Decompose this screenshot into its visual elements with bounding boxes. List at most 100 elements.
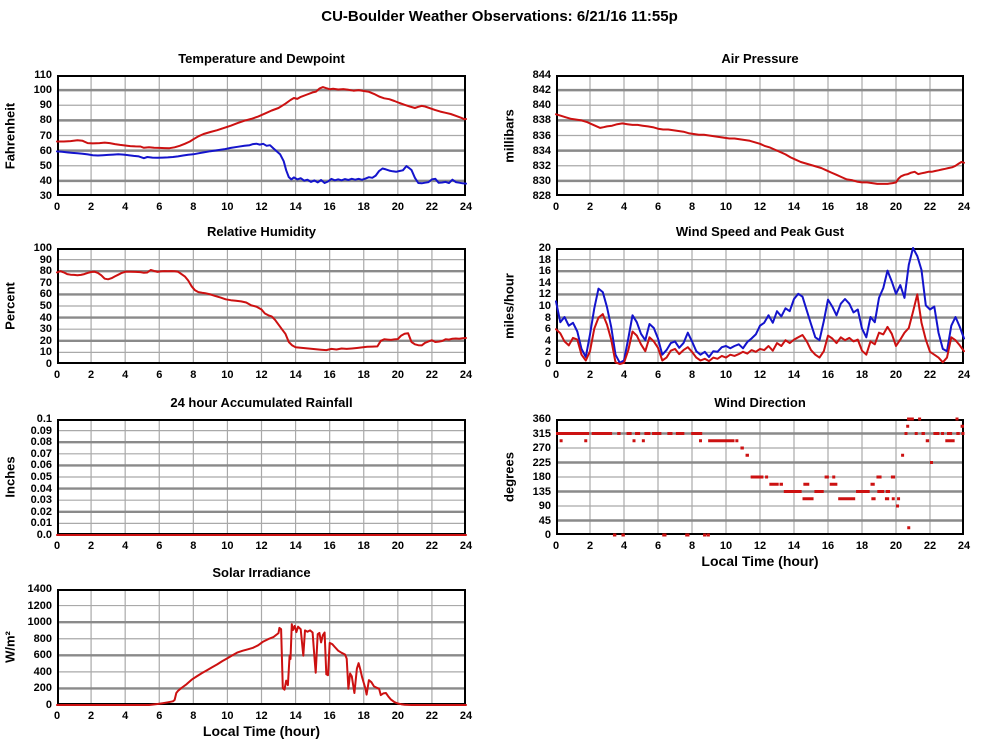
x-tick-label: 0	[552, 369, 560, 381]
y-tick-label: 0.03	[30, 494, 52, 507]
y-tick-label: 10	[538, 300, 551, 312]
x-axis-label: Local Time (hour)	[202, 723, 321, 739]
x-tick-label: 4	[620, 540, 628, 552]
plot-area	[555, 247, 965, 365]
plot-area	[56, 419, 467, 536]
x-tick-label: 6	[156, 540, 163, 552]
x-tick-label: 0	[53, 710, 61, 722]
y-tick-label: 225	[532, 456, 551, 469]
chart-title: Solar Irradiance	[212, 565, 311, 580]
x-tick-label: 14	[289, 201, 302, 213]
y-tick-label: 0.1	[36, 413, 52, 425]
series-relative-humidity	[56, 269, 467, 352]
x-tick-label: 10	[719, 201, 733, 213]
x-tick-label: 10	[221, 369, 234, 381]
x-tick-label: 22	[425, 710, 439, 722]
y-tick-label: 0.01	[30, 517, 52, 530]
x-tick-label: 20	[889, 540, 903, 552]
x-tick-label: 22	[923, 369, 937, 381]
x-tick-label: 12	[255, 710, 268, 722]
y-tick-label: 2	[544, 346, 551, 359]
x-tick-label: 14	[787, 369, 801, 381]
y-tick-label: 838	[532, 114, 551, 127]
y-tick-label: 360	[532, 413, 551, 425]
y-tick-label: 90	[39, 253, 52, 266]
x-tick-label: 24	[459, 201, 473, 213]
y-tick-label: 80	[39, 114, 52, 127]
x-tick-label: 24	[957, 201, 971, 213]
x-tick-label: 8	[190, 710, 197, 722]
x-tick-label: 20	[391, 540, 404, 552]
x-tick-label: 0	[552, 201, 560, 213]
x-tick-label: 24	[459, 710, 473, 722]
y-tick-label: 1400	[27, 583, 52, 595]
y-tick-label: 0	[45, 358, 52, 370]
y-tick-label: 16	[538, 265, 551, 278]
x-tick-label: 8	[190, 540, 197, 552]
x-tick-label: 8	[190, 201, 197, 213]
series-wind-speed	[555, 293, 965, 365]
y-tick-label: 828	[532, 190, 551, 202]
x-tick-label: 12	[255, 540, 268, 552]
x-tick-label: 2	[586, 201, 594, 213]
series-air-pressure	[555, 113, 965, 185]
chart-accumulated-rainfall: 24 hour Accumulated Rainfall Inches 0.0 0.0…	[3, 395, 473, 552]
chart-solar-irradiance: Solar Irradiance W/m² Local Time (hour) 0 20…	[3, 565, 473, 739]
plot-area	[556, 417, 965, 537]
chart-title: Temperature and Dewpoint	[178, 51, 345, 66]
y-tick-label: 180	[532, 471, 551, 483]
y-tick-label: 0.06	[30, 459, 52, 472]
y-tick-label: 830	[532, 174, 551, 187]
y-tick-label: 200	[33, 682, 52, 695]
x-tick-label: 12	[753, 540, 767, 552]
x-tick-label: 22	[425, 540, 439, 552]
y-tick-label: 270	[532, 442, 551, 454]
plot-area	[555, 75, 965, 196]
x-tick-label: 18	[855, 369, 869, 381]
y-tick-label: 100	[33, 84, 52, 97]
x-tick-label: 10	[221, 540, 234, 552]
y-tick-label: 315	[532, 427, 551, 440]
x-tick-label: 10	[719, 540, 733, 552]
x-tick-label: 22	[923, 201, 937, 213]
x-tick-label: 20	[391, 710, 404, 722]
x-tick-label: 18	[357, 540, 370, 552]
y-tick-label: 0.02	[30, 505, 52, 518]
y-tick-label: 840	[532, 99, 551, 112]
y-tick-label: 50	[39, 300, 52, 312]
y-tick-label: 80	[39, 265, 52, 278]
x-tick-label: 8	[688, 201, 696, 213]
chart-temperature-dewpoint: Temperature and Dewpoint Fahrenheit 30 40 50…	[3, 51, 473, 213]
chart-air-pressure: Air Pressure millibars 828 830 832 834 836 838 8…	[502, 51, 971, 213]
x-tick-label: 16	[323, 540, 336, 552]
x-tick-label: 12	[255, 369, 268, 381]
x-tick-label: 18	[357, 369, 370, 381]
x-tick-label: 6	[654, 201, 662, 213]
y-tick-label: 600	[33, 649, 52, 662]
y-tick-label: 90	[538, 500, 551, 512]
x-tick-label: 4	[122, 369, 129, 381]
y-tick-label: 30	[39, 323, 52, 336]
y-tick-label: 6	[544, 323, 551, 336]
x-tick-label: 18	[357, 201, 370, 213]
x-tick-label: 10	[719, 369, 733, 381]
x-tick-label: 22	[425, 201, 439, 213]
y-tick-label: 20	[538, 242, 551, 254]
x-tick-label: 16	[821, 369, 835, 381]
x-tick-label: 6	[654, 369, 662, 381]
x-tick-label: 24	[957, 540, 971, 552]
page-title: CU-Boulder Weather Observations: 6/21/16…	[321, 8, 678, 25]
x-tick-label: 24	[957, 369, 971, 381]
x-tick-label: 18	[357, 710, 370, 722]
chart-title: Wind Direction	[714, 395, 806, 410]
x-tick-label: 12	[753, 369, 767, 381]
x-tick-label: 16	[821, 201, 835, 213]
y-tick-label: 4	[544, 334, 551, 347]
y-tick-label: 844	[532, 69, 551, 81]
x-tick-label: 4	[122, 201, 129, 213]
x-tick-label: 16	[323, 369, 336, 381]
chart-title: Air Pressure	[721, 51, 799, 66]
x-tick-label: 2	[88, 710, 95, 722]
chart-wind-speed-gust: Wind Speed and Peak Gust miles/hour 0 2 4 6 8 1…	[502, 224, 971, 381]
